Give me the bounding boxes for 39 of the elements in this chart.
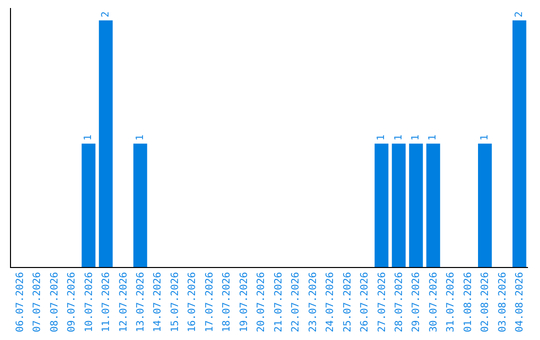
- x-tick-label: 02.08.2026: [480, 272, 492, 332]
- data-label: 1: [393, 134, 404, 141]
- data-label: 1: [83, 134, 94, 141]
- x-tick-label: 18.07.2026: [222, 272, 233, 332]
- data-label: 2: [100, 11, 112, 18]
- x-tick-label: 21.07.2026: [273, 272, 284, 332]
- x-tick-label: 09.07.2026: [66, 272, 78, 332]
- x-tick-label: 30.07.2026: [428, 272, 440, 332]
- x-tick-label: 11.07.2026: [101, 272, 112, 332]
- data-label: 1: [376, 134, 388, 141]
- x-tick-label: 28.07.2026: [394, 272, 405, 332]
- x-tick-label: 25.07.2026: [342, 272, 354, 332]
- x-tick-label: 10.07.2026: [84, 272, 95, 332]
- x-tick-label: 08.07.2026: [49, 272, 60, 332]
- x-tick-label: 29.07.2026: [411, 272, 422, 332]
- x-tick-label: 20.07.2026: [256, 272, 268, 332]
- x-tick-label: 27.07.2026: [376, 272, 388, 332]
- x-tick-label: 13.07.2026: [136, 272, 146, 332]
- data-label: 1: [479, 134, 490, 141]
- x-tick-label: 22.07.2026: [290, 272, 302, 332]
- data-label: 1: [410, 134, 422, 141]
- x-tick-label: 24.07.2026: [325, 272, 336, 332]
- x-tick-label: 23.07.2026: [308, 272, 319, 332]
- x-tick-label: 03.08.2026: [497, 272, 508, 332]
- x-tick-label: 15.07.2026: [170, 272, 181, 332]
- x-tick-label: 06.07.2026: [14, 272, 26, 332]
- x-tick-label: 01.08.2026: [462, 272, 474, 332]
- x-tick-label: 17.07.2026: [204, 272, 216, 332]
- x-tick-label: 31.07.2026: [446, 272, 457, 332]
- x-tick-label: 14.07.2026: [152, 272, 164, 332]
- data-label: 2: [514, 11, 525, 18]
- x-tick-label: 07.07.2026: [32, 272, 44, 332]
- x-tick-label: 12.07.2026: [118, 272, 130, 332]
- x-tick-label: 26.07.2026: [360, 272, 371, 332]
- data-label: 1: [134, 134, 146, 141]
- x-tick-label: 19.07.2026: [238, 272, 250, 332]
- x-tick-label: 16.07.2026: [187, 272, 198, 332]
- x-tick-label: 04.08.2026: [514, 272, 526, 332]
- data-label: 1: [428, 134, 439, 141]
